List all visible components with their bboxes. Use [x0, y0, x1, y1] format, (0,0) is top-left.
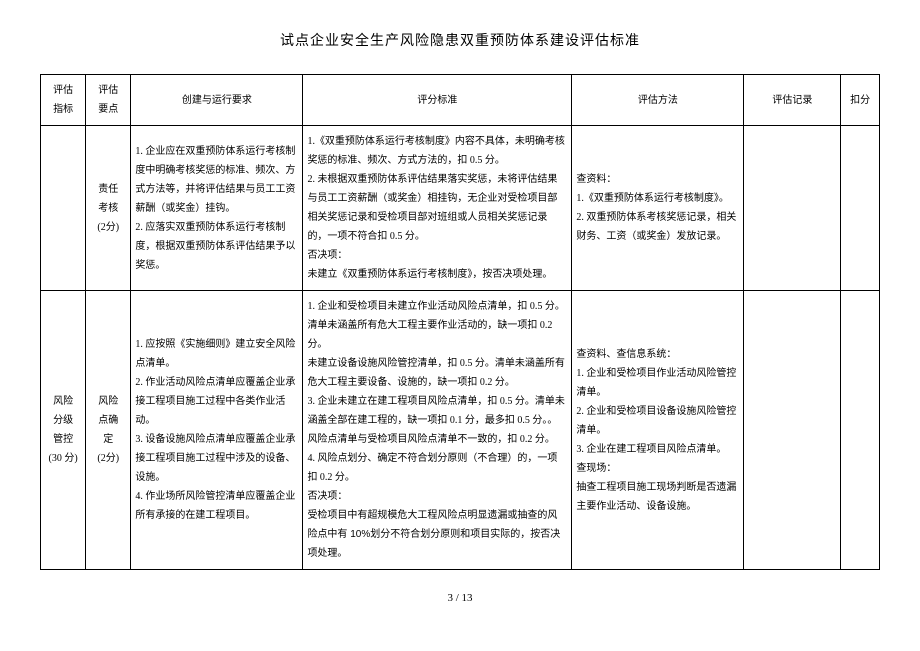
th-indicator: 评估指标	[41, 75, 86, 126]
score-veto-text: 未建立《双重预防体系运行考核制度》，按否决项处理。	[307, 269, 552, 280]
score-plain: 1.《双重预防体系运行考核制度》内容不具体，未明确考核奖惩的标准、频次、方式方法…	[307, 136, 565, 242]
cell-record	[744, 126, 841, 291]
method-body: 1.《双重预防体系运行考核制度》。2. 双重预防体系考核奖惩记录，相关财务、工资…	[576, 193, 736, 242]
page-footer: 3 / 13	[40, 592, 880, 604]
th-build: 创建与运行要求	[131, 75, 303, 126]
cell-point: 责任考核(2分)	[86, 126, 131, 291]
table-row: 责任考核(2分) 1. 企业应在双重预防体系运行考核制度中明确考核奖惩的标准、频…	[41, 126, 880, 291]
cell-record	[744, 291, 841, 570]
score-veto-label: 否决项：	[307, 250, 347, 261]
th-deduct: 扣分	[841, 75, 880, 126]
score-plain: 1. 企业和受检项目未建立作业活动风险点清单，扣 0.5 分。清单未涵盖所有危大…	[307, 301, 565, 483]
page-title: 试点企业安全生产风险隐患双重预防体系建设评估标准	[40, 30, 880, 50]
cell-build: 1. 企业应在双重预防体系运行考核制度中明确考核奖惩的标准、频次、方式方法等，并…	[131, 126, 303, 291]
score-veto-text: 受检项目中有超规模危大工程风险点明显遗漏或抽查的风险点中有 10%划分不符合划分…	[307, 510, 560, 559]
score-veto-label: 否决项：	[307, 491, 347, 502]
th-score: 评分标准	[303, 75, 572, 126]
cell-score: 1.《双重预防体系运行考核制度》内容不具体，未明确考核奖惩的标准、频次、方式方法…	[303, 126, 572, 291]
evaluation-table: 评估指标 评估要点 创建与运行要求 评分标准 评估方法 评估记录 扣分 责任考核…	[40, 74, 880, 570]
table-row: 风险分级管控(30 分) 风险点确定(2分) 1. 应按照《实施细则》建立安全风…	[41, 291, 880, 570]
cell-indicator	[41, 126, 86, 291]
method-body2: 抽查工程项目施工现场判断是否遗漏主要作业活动、设备设施。	[576, 482, 736, 512]
cell-build: 1. 应按照《实施细则》建立安全风险点清单。2. 作业活动风险点清单应覆盖企业承…	[131, 291, 303, 570]
cell-method: 查资料： 1.《双重预防体系运行考核制度》。2. 双重预防体系考核奖惩记录，相关…	[572, 126, 744, 291]
th-method: 评估方法	[572, 75, 744, 126]
cell-score: 1. 企业和受检项目未建立作业活动风险点清单，扣 0.5 分。清单未涵盖所有危大…	[303, 291, 572, 570]
method-head: 查资料：	[576, 174, 616, 185]
th-record: 评估记录	[744, 75, 841, 126]
cell-indicator: 风险分级管控(30 分)	[41, 291, 86, 570]
cell-deduct	[841, 291, 880, 570]
method-body: 1. 企业和受检项目作业活动风险管控清单。2. 企业和受检项目设备设施风险管控清…	[576, 368, 736, 455]
method-head2: 查现场：	[576, 463, 616, 474]
th-point: 评估要点	[86, 75, 131, 126]
cell-point: 风险点确定(2分)	[86, 291, 131, 570]
method-head: 查资料、查信息系统：	[576, 349, 676, 360]
cell-deduct	[841, 126, 880, 291]
cell-method: 查资料、查信息系统： 1. 企业和受检项目作业活动风险管控清单。2. 企业和受检…	[572, 291, 744, 570]
